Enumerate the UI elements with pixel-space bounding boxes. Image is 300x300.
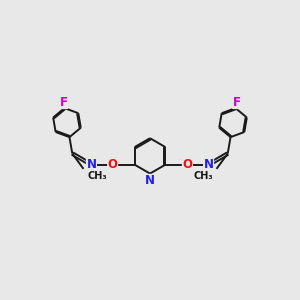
- Text: N: N: [145, 174, 155, 188]
- Text: F: F: [59, 95, 68, 109]
- Text: O: O: [108, 158, 118, 171]
- Text: N: N: [204, 158, 214, 171]
- Text: N: N: [86, 158, 96, 171]
- Text: CH₃: CH₃: [194, 171, 213, 181]
- Text: CH₃: CH₃: [87, 171, 106, 181]
- Text: O: O: [182, 158, 192, 171]
- Text: F: F: [232, 95, 241, 109]
